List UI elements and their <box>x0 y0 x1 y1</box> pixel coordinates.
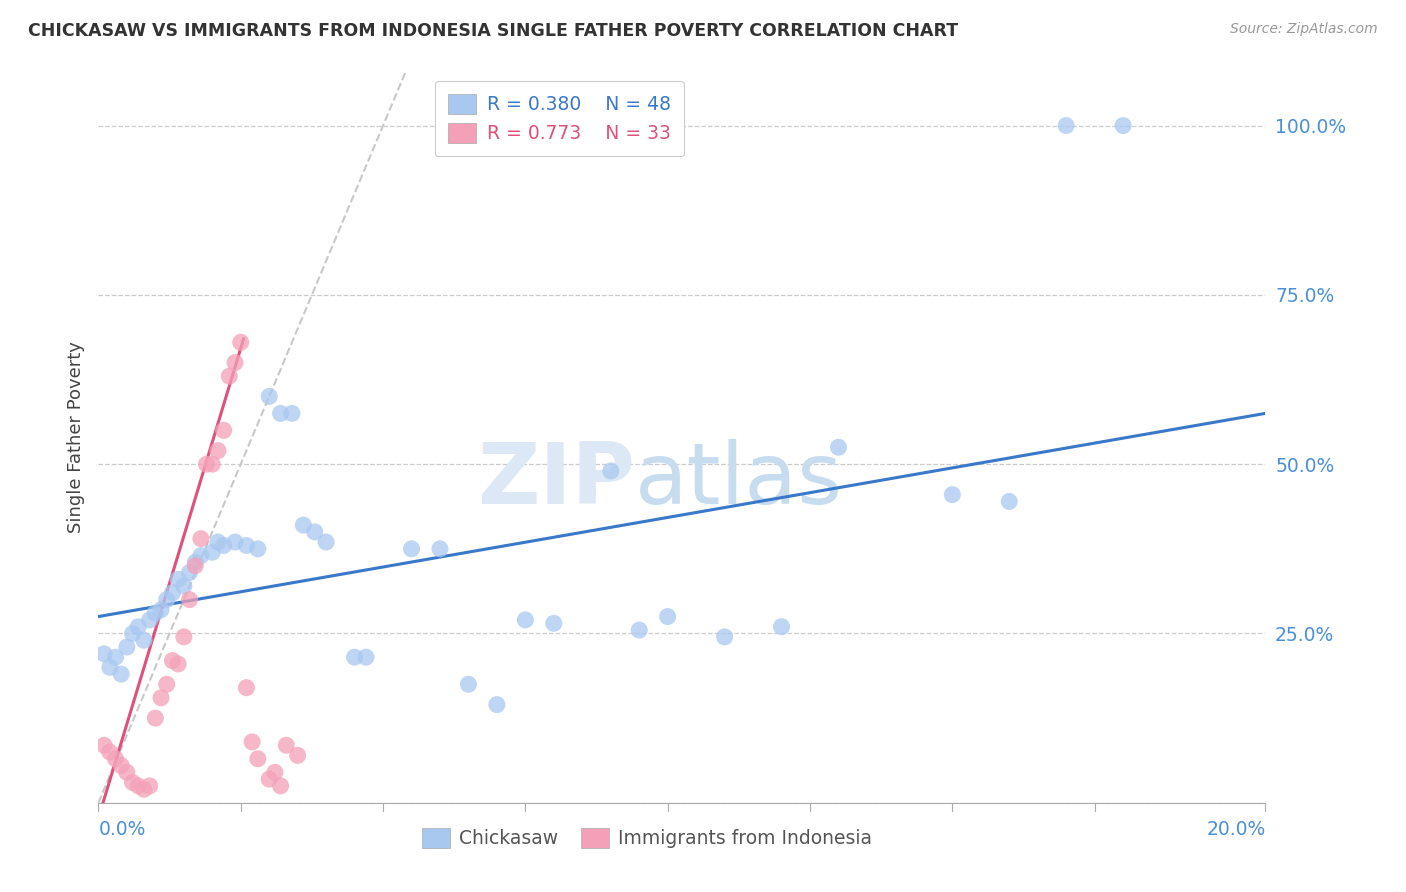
Point <box>179 592 201 607</box>
Point <box>998 494 1021 508</box>
Point <box>224 355 246 369</box>
Point <box>224 535 246 549</box>
Point <box>354 650 377 665</box>
Point <box>132 782 155 797</box>
Text: Source: ZipAtlas.com: Source: ZipAtlas.com <box>1230 22 1378 37</box>
Point <box>281 406 304 420</box>
Point <box>713 630 735 644</box>
Point <box>132 633 155 648</box>
Point <box>138 613 160 627</box>
Point <box>235 538 257 552</box>
Point <box>162 654 184 668</box>
Point <box>98 660 121 674</box>
Point <box>343 650 366 665</box>
Point <box>138 779 160 793</box>
Point <box>173 579 195 593</box>
Point <box>628 623 651 637</box>
Point <box>184 555 207 569</box>
Point <box>104 752 127 766</box>
Point <box>941 488 963 502</box>
Point <box>264 765 287 780</box>
Text: 0.0%: 0.0% <box>98 820 146 838</box>
Y-axis label: Single Father Poverty: Single Father Poverty <box>66 341 84 533</box>
Point <box>212 423 235 437</box>
Point <box>401 541 423 556</box>
Point <box>115 765 138 780</box>
Point <box>127 779 149 793</box>
Point <box>110 758 132 772</box>
Point <box>162 586 184 600</box>
Point <box>207 443 229 458</box>
Point <box>93 738 115 752</box>
Point <box>1054 119 1077 133</box>
Point <box>143 711 166 725</box>
Point <box>599 464 621 478</box>
Point <box>121 626 143 640</box>
Point <box>657 609 679 624</box>
Point <box>98 745 121 759</box>
Point <box>315 535 337 549</box>
Point <box>104 650 127 665</box>
Text: ZIP: ZIP <box>478 440 636 523</box>
Point <box>115 640 138 654</box>
Point <box>770 620 793 634</box>
Point <box>515 613 537 627</box>
Point <box>257 389 280 403</box>
Point <box>127 620 149 634</box>
Point <box>167 572 190 586</box>
Point <box>195 457 218 471</box>
Point <box>201 457 224 471</box>
Point <box>179 566 201 580</box>
Point <box>190 549 212 563</box>
Point <box>212 538 235 552</box>
Point <box>235 681 257 695</box>
Point <box>240 735 263 749</box>
Point <box>167 657 190 671</box>
Point <box>270 406 292 420</box>
Point <box>257 772 280 786</box>
Point <box>457 677 479 691</box>
Point <box>1112 119 1135 133</box>
Point <box>207 535 229 549</box>
Point <box>201 545 224 559</box>
Point <box>304 524 326 539</box>
Point <box>246 541 269 556</box>
Point <box>190 532 212 546</box>
Point <box>827 440 849 454</box>
Point <box>150 690 173 705</box>
Point <box>143 606 166 620</box>
Point <box>184 558 207 573</box>
Point <box>156 677 179 691</box>
Point <box>121 775 143 789</box>
Point <box>246 752 269 766</box>
Point <box>287 748 309 763</box>
Text: CHICKASAW VS IMMIGRANTS FROM INDONESIA SINGLE FATHER POVERTY CORRELATION CHART: CHICKASAW VS IMMIGRANTS FROM INDONESIA S… <box>28 22 959 40</box>
Point <box>173 630 195 644</box>
Point <box>156 592 179 607</box>
Text: 20.0%: 20.0% <box>1206 820 1265 838</box>
Point <box>485 698 508 712</box>
Point <box>93 647 115 661</box>
Text: atlas: atlas <box>636 440 844 523</box>
Point <box>276 738 298 752</box>
Point <box>429 541 451 556</box>
Point <box>543 616 565 631</box>
Point <box>229 335 252 350</box>
Point <box>270 779 292 793</box>
Point <box>292 518 315 533</box>
Point <box>110 667 132 681</box>
Point <box>218 369 240 384</box>
Point <box>150 603 173 617</box>
Legend: Chickasaw, Immigrants from Indonesia: Chickasaw, Immigrants from Indonesia <box>411 816 883 859</box>
